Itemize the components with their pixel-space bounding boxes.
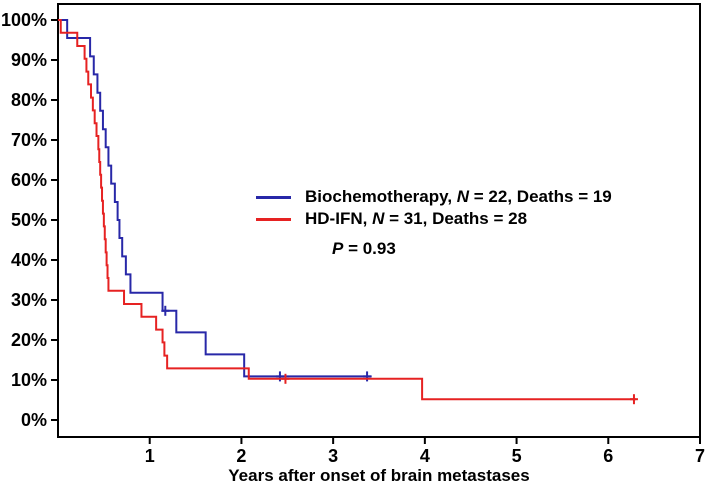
y-axis-tick-label: 70%	[11, 130, 47, 150]
x-axis-tick-label: 2	[236, 446, 246, 466]
survival-curve-biochemotherapy	[58, 19, 372, 378]
y-axis-tick-label: 90%	[11, 50, 47, 70]
x-axis-tick-label: 6	[603, 446, 613, 466]
y-axis-tick-label: 50%	[11, 210, 47, 230]
legend-label-biochemotherapy: Biochemotherapy, N = 22, Deaths = 19	[305, 187, 612, 206]
y-axis-tick-label: 10%	[11, 370, 47, 390]
legend-item-hd-ifn: HD-IFN, N = 31, Deaths = 28	[256, 208, 612, 230]
x-axis-tick-label: 3	[328, 446, 338, 466]
x-axis-tick-label: 4	[420, 446, 430, 466]
legend-line-biochemotherapy	[256, 195, 291, 199]
survival-curve-hd-ifn	[58, 19, 636, 401]
x-axis-tick-label: 7	[695, 446, 705, 466]
y-axis-tick-label: 60%	[11, 170, 47, 190]
p-value-annotation: P = 0.93	[332, 239, 396, 258]
legend-line-hd-ifn	[256, 217, 291, 221]
x-axis-tick-label: 1	[145, 446, 155, 466]
y-axis-tick-label: 80%	[11, 90, 47, 110]
legend-item-biochemotherapy: Biochemotherapy, N = 22, Deaths = 19	[256, 186, 612, 208]
legend: Biochemotherapy, N = 22, Deaths = 19 HD-…	[256, 186, 612, 259]
y-axis-tick-label: 40%	[11, 250, 47, 270]
y-axis-tick-label: 0%	[21, 410, 47, 430]
y-axis-tick-label: 30%	[11, 290, 47, 310]
x-axis-tick-label: 5	[512, 446, 522, 466]
legend-label-hd-ifn: HD-IFN, N = 31, Deaths = 28	[305, 209, 528, 228]
y-axis-tick-label: 100%	[1, 10, 47, 30]
x-axis-title: Years after onset of brain metastases	[228, 466, 530, 485]
y-axis-tick-label: 20%	[11, 330, 47, 350]
